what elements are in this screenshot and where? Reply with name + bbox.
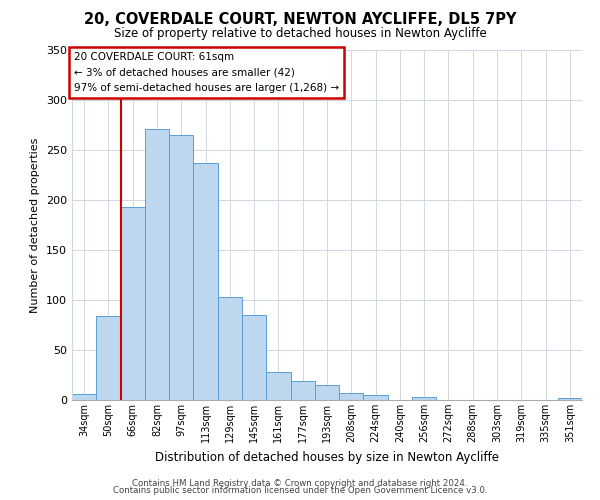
Text: 20, COVERDALE COURT, NEWTON AYCLIFFE, DL5 7PY: 20, COVERDALE COURT, NEWTON AYCLIFFE, DL… [84, 12, 516, 28]
Bar [290, 381, 315, 400]
Bar [242, 315, 266, 400]
Bar [72, 394, 96, 400]
Bar [412, 397, 436, 400]
Y-axis label: Number of detached properties: Number of detached properties [31, 138, 40, 312]
Bar [121, 207, 145, 400]
Bar [96, 316, 121, 400]
Bar [558, 398, 582, 400]
Bar [364, 395, 388, 400]
Text: Contains public sector information licensed under the Open Government Licence v3: Contains public sector information licen… [113, 486, 487, 495]
Text: 20 COVERDALE COURT: 61sqm
← 3% of detached houses are smaller (42)
97% of semi-d: 20 COVERDALE COURT: 61sqm ← 3% of detach… [74, 52, 339, 93]
Text: Size of property relative to detached houses in Newton Aycliffe: Size of property relative to detached ho… [113, 28, 487, 40]
Bar [145, 129, 169, 400]
Bar [266, 372, 290, 400]
Text: Contains HM Land Registry data © Crown copyright and database right 2024.: Contains HM Land Registry data © Crown c… [132, 478, 468, 488]
Bar [169, 135, 193, 400]
X-axis label: Distribution of detached houses by size in Newton Aycliffe: Distribution of detached houses by size … [155, 450, 499, 464]
Bar [339, 393, 364, 400]
Bar [193, 163, 218, 400]
Bar [218, 297, 242, 400]
Bar [315, 385, 339, 400]
